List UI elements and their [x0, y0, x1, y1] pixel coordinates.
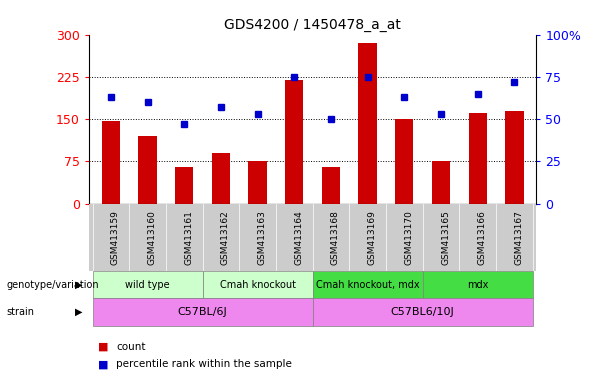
Text: GSM413161: GSM413161 [185, 210, 193, 265]
Text: ▶: ▶ [75, 280, 83, 290]
Text: strain: strain [6, 307, 34, 317]
Text: GSM413166: GSM413166 [478, 210, 487, 265]
Text: GSM413163: GSM413163 [257, 210, 267, 265]
Text: wild type: wild type [125, 280, 170, 290]
Bar [175, 167, 194, 204]
Bar [102, 121, 120, 204]
Text: ■: ■ [98, 342, 109, 352]
Text: GSM413164: GSM413164 [294, 210, 303, 265]
Text: mdx: mdx [467, 280, 489, 290]
Text: C57BL6/10J: C57BL6/10J [391, 307, 455, 317]
Bar [211, 153, 230, 204]
Bar [395, 119, 414, 204]
Bar [359, 43, 377, 204]
Text: GSM413165: GSM413165 [441, 210, 450, 265]
Bar [468, 113, 487, 204]
Text: GSM413168: GSM413168 [331, 210, 340, 265]
Text: GSM413170: GSM413170 [405, 210, 413, 265]
Bar [139, 136, 157, 204]
Text: count: count [116, 342, 146, 352]
Bar [285, 79, 303, 204]
Text: GSM413167: GSM413167 [514, 210, 524, 265]
Bar [432, 161, 450, 204]
Bar [322, 167, 340, 204]
Bar [248, 161, 267, 204]
Text: Cmah knockout: Cmah knockout [219, 280, 295, 290]
Bar [505, 111, 524, 204]
Text: GSM413160: GSM413160 [148, 210, 156, 265]
Text: percentile rank within the sample: percentile rank within the sample [116, 359, 292, 369]
Text: GSM413169: GSM413169 [368, 210, 376, 265]
Text: ▶: ▶ [75, 307, 83, 317]
Text: ■: ■ [98, 359, 109, 369]
Text: GSM413162: GSM413162 [221, 210, 230, 265]
Title: GDS4200 / 1450478_a_at: GDS4200 / 1450478_a_at [224, 18, 401, 32]
Text: Cmah knockout, mdx: Cmah knockout, mdx [316, 280, 419, 290]
Text: genotype/variation: genotype/variation [6, 280, 99, 290]
Text: C57BL/6J: C57BL/6J [178, 307, 227, 317]
Text: GSM413159: GSM413159 [111, 210, 120, 265]
